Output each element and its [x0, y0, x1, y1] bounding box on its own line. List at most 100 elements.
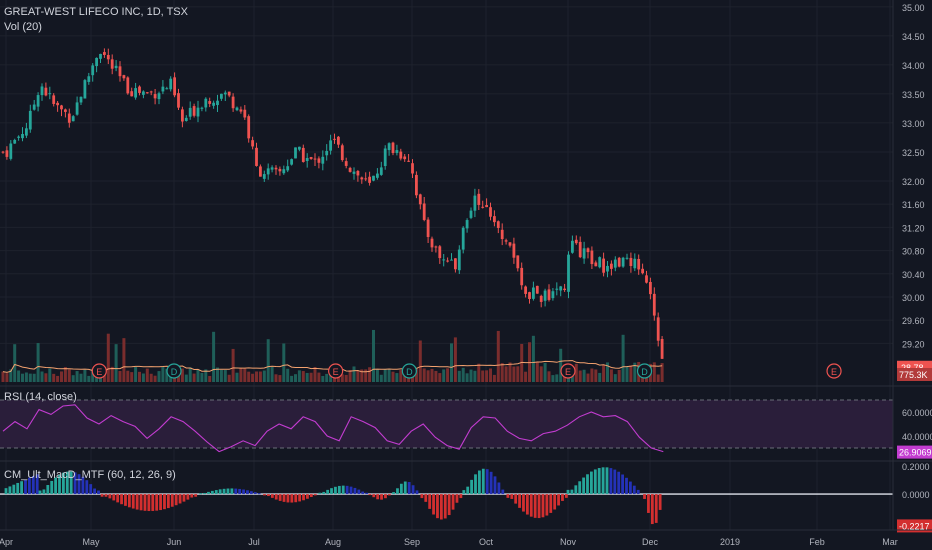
volume-bar — [204, 369, 208, 382]
volume-bar — [617, 369, 621, 382]
macd-bar — [65, 471, 69, 495]
volume-bar — [364, 369, 368, 382]
candle-body — [60, 105, 63, 110]
macd-bar — [447, 494, 451, 516]
volume-bar — [348, 370, 352, 382]
price-tick-label: 30.40 — [902, 270, 925, 280]
macd-bar — [570, 489, 574, 495]
volume-bar — [79, 373, 83, 382]
time-tick-label: Aug — [325, 537, 341, 547]
candle-body — [411, 163, 414, 174]
macd-bar — [514, 494, 518, 504]
earnings-marker: E — [328, 363, 344, 379]
macd-bar — [541, 494, 545, 518]
macd-bar — [590, 471, 593, 495]
volume-bar — [40, 371, 44, 382]
candle-body — [208, 101, 212, 104]
volume-bar — [340, 374, 344, 382]
candle-body — [134, 88, 137, 98]
macd-bar — [636, 489, 640, 495]
candle-body — [9, 143, 13, 159]
volume-bar — [469, 369, 473, 382]
candle-body — [391, 142, 395, 154]
macd-bar — [93, 488, 96, 495]
symbol-title: GREAT-WEST LIFECO INC, 1D, TSX — [4, 6, 188, 18]
candle-body — [216, 100, 219, 106]
price-tick-label: 33.00 — [902, 119, 925, 129]
macd-bar — [617, 471, 621, 495]
volume-bar — [110, 366, 114, 382]
candle-body — [493, 216, 496, 223]
macd-bar — [97, 490, 100, 495]
volume-bar — [375, 369, 379, 382]
candle-body — [317, 158, 321, 163]
volume-bar — [629, 365, 633, 382]
macd-bar — [278, 494, 282, 501]
candle-body — [450, 259, 453, 261]
candle-body — [223, 92, 227, 95]
macd-bar — [50, 480, 54, 495]
macd-bar — [443, 494, 447, 519]
last-volume-badge — [897, 368, 932, 381]
candle-body — [348, 167, 352, 172]
price-tick-label: 32.50 — [902, 148, 925, 158]
price-tick-label: 31.20 — [902, 223, 925, 233]
candle-body — [606, 265, 609, 272]
macd-bar — [334, 486, 337, 495]
candle-body — [282, 169, 286, 174]
price-tick-label: 32.00 — [902, 177, 925, 187]
candle-body — [543, 290, 547, 301]
macd-bar — [230, 488, 234, 495]
candle-body — [21, 134, 24, 139]
candle-body — [325, 150, 329, 156]
macd-bar — [341, 485, 345, 495]
candle-body — [551, 291, 555, 299]
macd-bar — [459, 494, 463, 499]
candle-body — [192, 106, 196, 116]
candle-body — [126, 77, 130, 94]
volume-bar — [500, 363, 504, 382]
volume-bar — [418, 340, 422, 382]
macd-bar — [415, 490, 419, 495]
macd-bar — [561, 494, 564, 501]
volume-bar — [223, 370, 227, 382]
rsi-tick-label: 40.0000 — [902, 432, 932, 442]
macd-bar — [462, 490, 466, 495]
candle-body — [114, 65, 118, 69]
macd-bar — [234, 488, 238, 495]
macd-bar — [159, 494, 162, 511]
macd-bar — [451, 494, 455, 510]
macd-bar — [609, 468, 613, 495]
candle-body — [87, 76, 91, 82]
price-candles — [1, 48, 664, 359]
macd-bar — [24, 479, 27, 495]
volume-bar — [9, 369, 13, 382]
macd-bar — [28, 477, 31, 495]
volume-bar — [169, 374, 173, 382]
candle-body — [173, 77, 176, 96]
candle-body — [539, 295, 543, 302]
macd-bar — [380, 494, 383, 500]
volume-bar — [660, 363, 664, 382]
volume-bar — [118, 370, 122, 382]
macd-bar — [170, 494, 174, 507]
candle-body — [368, 176, 371, 183]
macd-bar — [207, 491, 210, 495]
volume-bar — [344, 374, 348, 382]
candle-body — [446, 260, 449, 262]
macd-bar — [557, 494, 560, 506]
candle-body — [442, 259, 446, 261]
candle-body — [106, 54, 110, 60]
volume-bar — [180, 368, 184, 382]
volume-bar — [457, 370, 461, 382]
price-tick-label: 34.50 — [902, 32, 925, 42]
candle-body — [64, 109, 67, 112]
candle-body — [118, 66, 122, 77]
marker-label: E — [96, 367, 102, 377]
volume-bar — [356, 370, 360, 382]
last-price-label: 28.78 — [901, 363, 924, 373]
candle-body — [656, 317, 660, 341]
macd-bar — [485, 469, 489, 495]
